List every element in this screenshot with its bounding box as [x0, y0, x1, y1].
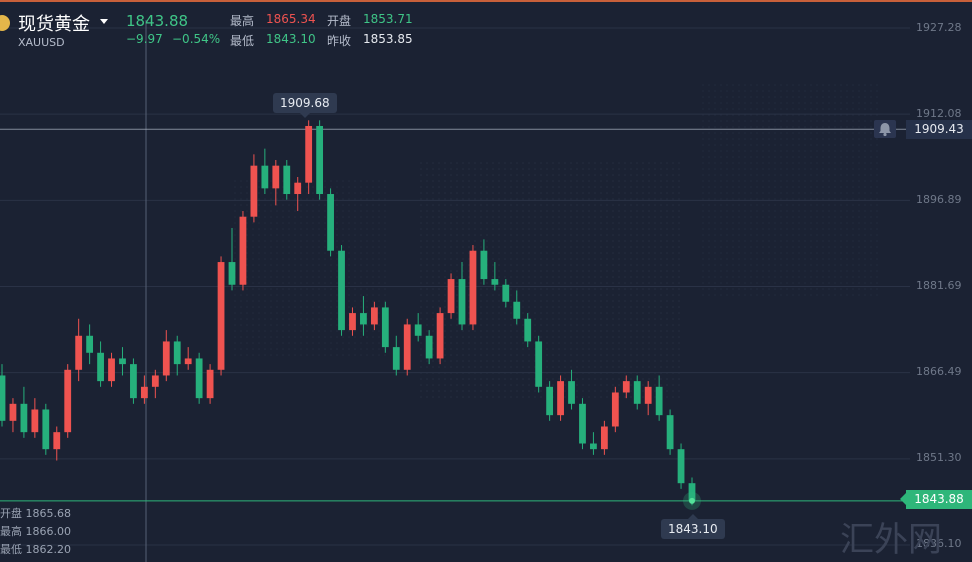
candle — [655, 386, 663, 416]
candle — [151, 375, 159, 387]
candle — [316, 125, 324, 195]
candle — [9, 403, 17, 421]
candle — [360, 313, 367, 325]
y-tick: 1912.08 — [916, 107, 962, 120]
map-dots — [700, 80, 880, 300]
prev-close-value: 1853.85 — [363, 32, 413, 46]
candle — [294, 182, 302, 195]
last-point — [689, 497, 695, 504]
y-tick: 1836.10 — [916, 537, 962, 550]
instrument-name[interactable]: 现货黄金 — [18, 14, 90, 35]
candle — [392, 347, 400, 370]
candle — [557, 381, 564, 416]
candle — [425, 335, 433, 359]
candle — [688, 483, 696, 501]
instrument-symbol: XAUUSD — [18, 36, 65, 49]
candle — [195, 358, 203, 399]
high-label: 最高 — [230, 14, 255, 28]
candle — [97, 352, 104, 382]
candle — [130, 364, 137, 399]
candle — [31, 409, 39, 433]
candle — [140, 386, 148, 399]
candle — [436, 313, 444, 359]
candle — [480, 250, 488, 280]
candle — [338, 250, 345, 331]
open-value: 1853.71 — [363, 12, 413, 26]
candle — [119, 358, 126, 365]
candle — [327, 194, 334, 251]
price-change-pct: −0.54% — [172, 32, 221, 46]
candle — [53, 432, 61, 450]
candle — [677, 449, 685, 484]
candle — [546, 386, 554, 416]
alert-price-label[interactable]: 1909.43 — [906, 120, 972, 139]
candle — [600, 426, 608, 450]
candle — [305, 125, 313, 183]
candle — [272, 165, 280, 189]
candle — [217, 262, 225, 370]
candle — [535, 341, 543, 387]
watermark: 汇外网 — [840, 520, 942, 560]
prev-close-label: 昨收 — [327, 34, 352, 48]
high-value: 1865.34 — [266, 12, 316, 26]
candle — [469, 250, 477, 325]
high-price-tooltip: 1909.68 — [273, 93, 337, 118]
open-label: 开盘 — [327, 14, 352, 28]
candle — [381, 307, 389, 348]
crosshair-high: 最高 1866.00 — [0, 525, 71, 538]
price-change: −9.97 — [126, 32, 163, 46]
candle — [590, 443, 597, 450]
y-tick: 1896.89 — [916, 193, 962, 206]
candle — [0, 375, 6, 421]
candle — [502, 284, 510, 302]
candle — [86, 335, 94, 353]
candle — [370, 307, 378, 325]
candle — [64, 369, 72, 433]
y-tick: 1881.69 — [916, 279, 962, 292]
last-price-label: 1843.88 — [900, 490, 972, 509]
candle — [173, 341, 181, 365]
candle — [414, 324, 422, 336]
low-label: 最低 — [230, 34, 255, 48]
candle — [458, 279, 466, 325]
candle — [184, 358, 192, 365]
candle — [524, 318, 532, 342]
last-price: 1843.88 — [126, 12, 189, 30]
candle — [261, 165, 269, 189]
low-value: 1843.10 — [266, 32, 316, 46]
candle — [622, 381, 630, 393]
y-tick: 1851.30 — [916, 451, 962, 464]
candle — [349, 313, 356, 331]
crosshair-low: 最低 1862.20 — [0, 543, 71, 556]
candle — [611, 392, 619, 427]
y-tick: 1927.28 — [916, 21, 962, 34]
crosshair-open: 开盘 1865.68 — [0, 507, 71, 520]
candle — [162, 341, 170, 376]
candle — [250, 165, 258, 217]
candle — [403, 324, 411, 370]
candle — [513, 301, 521, 319]
candle — [228, 262, 236, 285]
candle — [108, 358, 115, 382]
candle — [75, 335, 83, 370]
y-tick: 1866.49 — [916, 365, 962, 378]
bell-icon[interactable] — [874, 120, 896, 138]
candle — [447, 279, 455, 314]
caret-down-icon[interactable] — [100, 19, 108, 24]
candle — [633, 381, 641, 404]
candle — [579, 403, 586, 444]
candle — [42, 409, 50, 450]
candle — [568, 381, 575, 404]
candle — [206, 369, 214, 399]
candle — [666, 415, 674, 450]
candle — [283, 165, 291, 195]
candle — [491, 279, 499, 285]
low-price-tooltip: 1843.10 — [661, 514, 725, 539]
candle — [644, 386, 652, 404]
gold-coin-icon — [0, 15, 10, 31]
candle — [239, 216, 247, 285]
candle — [20, 403, 28, 433]
